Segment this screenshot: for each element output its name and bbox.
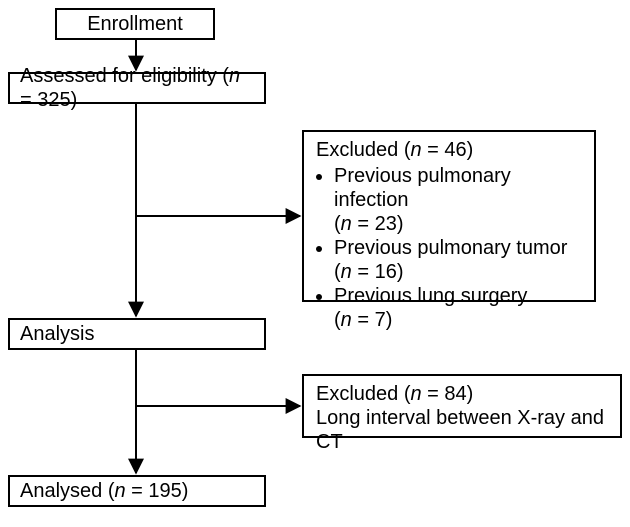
node-excluded: Excluded (n = 46) Previous pulmonary inf… xyxy=(302,130,596,302)
node-assessed-label: Assessed for eligibility (n = 325) xyxy=(20,64,254,112)
node-enrollment: Enrollment xyxy=(55,8,215,40)
node-excluded2: Excluded (n = 84) Long interval between … xyxy=(302,374,622,438)
list-item: Previous lung surgery (n = 7) xyxy=(334,284,582,332)
list-item: Previous pulmonary tumor (n = 16) xyxy=(334,236,582,284)
excluded-list: Previous pulmonary infection (n = 23) Pr… xyxy=(316,164,582,332)
excluded-title: Excluded (n = 46) xyxy=(316,138,582,162)
excluded2-title: Excluded (n = 84) xyxy=(316,382,608,406)
node-analysed-label: Analysed (n = 195) xyxy=(20,479,188,503)
node-enrollment-label: Enrollment xyxy=(87,12,183,36)
node-analysed: Analysed (n = 195) xyxy=(8,475,266,507)
list-item: Previous pulmonary infection (n = 23) xyxy=(334,164,582,236)
node-assessed: Assessed for eligibility (n = 325) xyxy=(8,72,266,104)
node-analysis-label: Analysis xyxy=(20,322,94,346)
excluded2-reason: Long interval between X-ray and CT xyxy=(316,406,608,454)
node-analysis: Analysis xyxy=(8,318,266,350)
